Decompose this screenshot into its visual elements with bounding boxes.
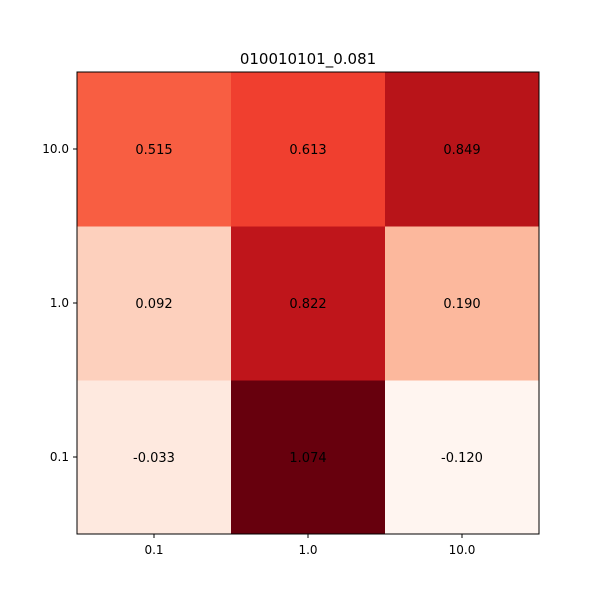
heatmap-cell bbox=[77, 72, 232, 227]
axis-ticks: 0.1 1.0 10.0 0.1 1.0 10.0 bbox=[42, 142, 475, 557]
heatmap-cell bbox=[77, 226, 232, 381]
heatmap-cell bbox=[385, 226, 540, 381]
cell-value-label: 0.190 bbox=[443, 297, 480, 312]
heatmap-cell bbox=[77, 380, 232, 535]
cell-value-label: 0.515 bbox=[135, 143, 172, 158]
heatmap-cell bbox=[231, 380, 386, 535]
cell-value-label: 0.822 bbox=[289, 297, 326, 312]
heatmap-cells: -0.033 1.074 -0.120 0.092 0.822 0.190 0.515 0.6… bbox=[77, 72, 540, 535]
heatmap-cell bbox=[385, 380, 540, 535]
y-tick-label: 10.0 bbox=[42, 142, 69, 156]
chart-title: 010010101_0.081 bbox=[240, 50, 376, 69]
cell-value-label: -0.033 bbox=[133, 451, 175, 466]
cell-value-label: 0.092 bbox=[135, 297, 172, 312]
x-tick-label: 0.1 bbox=[144, 543, 163, 557]
heatmap-cell bbox=[231, 72, 386, 227]
cell-value-label: -0.120 bbox=[441, 451, 483, 466]
heatmap-cell bbox=[385, 72, 540, 227]
cell-value-label: 0.613 bbox=[289, 143, 326, 158]
x-tick-label: 1.0 bbox=[298, 543, 317, 557]
y-tick-label: 0.1 bbox=[50, 450, 69, 464]
cell-value-label: 1.074 bbox=[289, 451, 326, 466]
y-tick-label: 1.0 bbox=[50, 296, 69, 310]
cell-value-label: 0.849 bbox=[443, 143, 480, 158]
heatmap-cell bbox=[231, 226, 386, 381]
x-tick-label: 10.0 bbox=[449, 543, 476, 557]
